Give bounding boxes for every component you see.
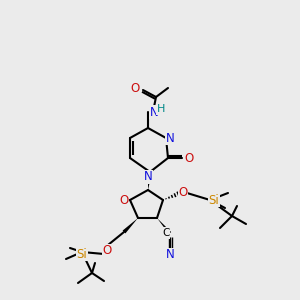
Polygon shape <box>157 218 171 234</box>
Text: N: N <box>150 106 159 118</box>
Text: N: N <box>144 170 152 184</box>
Text: Si: Si <box>76 248 87 260</box>
Text: O: O <box>102 244 112 257</box>
Text: Si: Si <box>208 194 219 206</box>
Text: O: O <box>119 194 129 208</box>
Text: N: N <box>166 248 174 262</box>
Text: O: O <box>184 152 194 164</box>
Polygon shape <box>148 172 152 190</box>
Text: N: N <box>166 131 174 145</box>
Text: O: O <box>130 82 140 95</box>
Polygon shape <box>123 218 138 233</box>
Text: C: C <box>162 228 170 238</box>
Text: H: H <box>157 104 165 114</box>
Text: O: O <box>178 187 188 200</box>
